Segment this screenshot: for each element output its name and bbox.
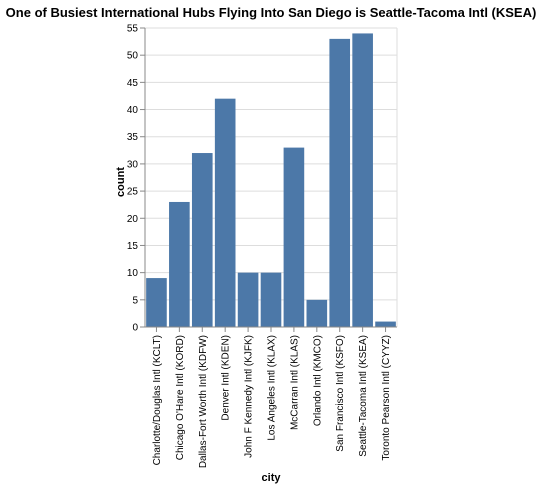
x-tick-label: Seattle-Tacoma Intl (KSEA) [358,335,369,457]
bar [306,299,328,327]
y-axis-title: count [115,167,127,197]
x-tick-label: Toronto Pearson Intl (CYYZ) [381,335,392,461]
bar [375,321,396,327]
x-tick-label: San Francisco Intl (KSFO) [335,335,346,452]
x-tick-label: Charlotte/Douglas Intl (KCLT) [152,335,163,465]
y-tick-label: 40 [127,105,139,116]
y-tick-label: 5 [132,295,138,306]
x-tick-label: Orlando Intl (KMCO) [312,335,323,426]
chart-title: One of Busiest International Hubs Flying… [6,5,537,20]
x-tick-label: Denver Intl (KDEN) [221,335,232,421]
y-tick-label: 50 [127,51,139,62]
x-tick-label: McCarran Intl (KLAS) [289,335,300,430]
y-axis: 0 5 10 15 20 25 30 35 40 45 50 55 [127,24,146,334]
bars [146,33,396,327]
y-tick-label: 20 [127,214,139,225]
bar [352,33,373,327]
bar [329,38,351,327]
y-tick-label: 15 [127,241,139,252]
y-tick-label: 35 [127,132,139,143]
x-tick-label: Dallas-Fort Worth Intl (KDFW) [198,335,209,468]
x-tick-label: Los Angeles Intl (KLAX) [267,335,278,441]
bar [191,153,213,327]
bar [237,272,259,327]
bar [283,147,305,327]
x-axis-title: city [262,472,282,484]
bar [260,272,282,327]
bar [169,201,190,327]
y-tick-label: 55 [127,24,139,35]
y-tick-label: 45 [127,78,139,89]
y-tick-label: 25 [127,187,139,198]
bar [214,98,236,327]
x-axis: Charlotte/Douglas Intl (KCLT) Chicago O'H… [145,326,397,468]
bar [146,278,167,327]
y-tick-label: 0 [132,323,138,334]
y-tick-label: 10 [127,268,139,279]
y-tick-label: 30 [127,159,139,170]
x-tick-label: Chicago O'Hare Intl (KORD) [175,335,186,460]
x-tick-label: John F Kennedy Intl (KJFK) [244,335,255,458]
